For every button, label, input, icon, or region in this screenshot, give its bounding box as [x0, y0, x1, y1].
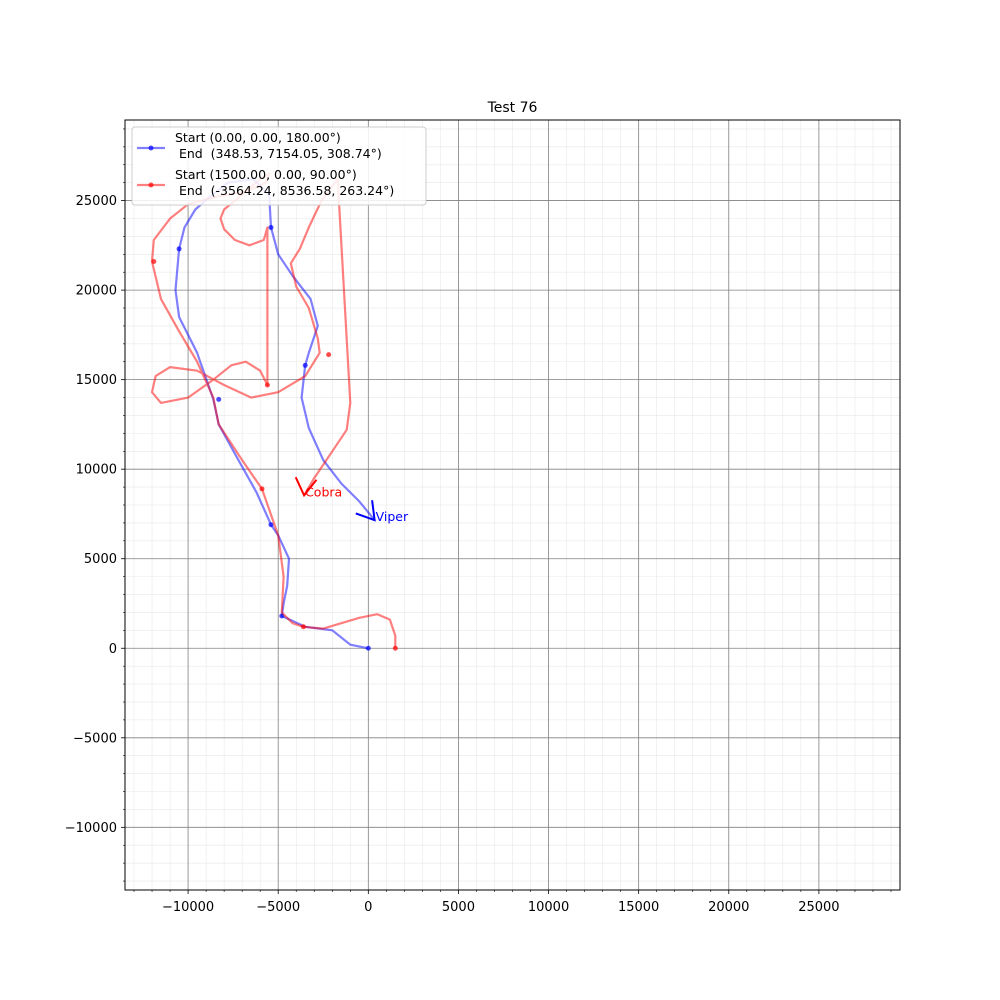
y-tick-label: 10000	[76, 463, 117, 478]
series-viper: Viper	[174, 178, 409, 651]
x-tick-label: −10000	[162, 900, 214, 915]
x-tick-label: 25000	[798, 900, 839, 915]
cobra-marker	[264, 382, 270, 388]
series-layer: Viper Cobra	[150, 172, 409, 651]
y-tick-label: 25000	[76, 194, 117, 209]
legend-start-cobra: Start (1500.00, 0.00, 90.00°)	[175, 167, 357, 182]
x-tick-label: 20000	[708, 900, 749, 915]
viper-marker	[268, 522, 274, 528]
cobra-marker	[392, 645, 398, 651]
cobra-end-label: Cobra	[305, 484, 342, 499]
cobra-marker	[259, 486, 265, 492]
cobra-end-arrow	[294, 476, 318, 498]
x-tick-label: −5000	[256, 900, 300, 915]
viper-marker	[302, 362, 308, 368]
viper-end-arrow	[355, 500, 376, 522]
viper-marker	[176, 246, 182, 252]
legend-marker-cobra	[148, 182, 154, 188]
y-tick-label: 0	[109, 642, 117, 657]
x-tick-label: 15000	[618, 900, 659, 915]
legend-box	[131, 126, 427, 206]
y-tick-label: −5000	[73, 731, 117, 746]
y-tick-label: 20000	[76, 284, 117, 299]
ticks: −10000 −5000 0 5000 10000 15000 20000 25000 −100…	[65, 128, 892, 915]
y-tick-label: 5000	[84, 552, 117, 567]
y-tick-label: −10000	[65, 821, 117, 836]
legend-end-viper: End (348.53, 7154.05, 308.74°)	[175, 146, 382, 161]
legend-marker-viper	[148, 145, 154, 151]
chart-title: Test 76	[487, 100, 538, 116]
cobra-marker	[300, 624, 306, 630]
viper-marker	[268, 224, 274, 230]
cobra-marker	[326, 352, 332, 358]
viper-marker	[216, 396, 222, 402]
viper-marker	[365, 645, 371, 651]
y-tick-label: 15000	[76, 373, 117, 388]
x-tick-label: 0	[364, 900, 372, 915]
x-tick-label: 5000	[442, 900, 475, 915]
legend-end-cobra: End (-3564.24, 8536.58, 263.24°)	[175, 183, 394, 198]
cobra-trajectory	[150, 172, 397, 649]
legend-start-viper: Start (0.00, 0.00, 180.00°)	[175, 130, 341, 145]
series-cobra: Cobra	[150, 172, 398, 651]
x-tick-label: 10000	[528, 900, 569, 915]
viper-end-label: Viper	[376, 509, 409, 524]
legend: Start (0.00, 0.00, 180.00°) End (348.53,…	[131, 126, 427, 206]
cobra-marker	[151, 258, 157, 264]
